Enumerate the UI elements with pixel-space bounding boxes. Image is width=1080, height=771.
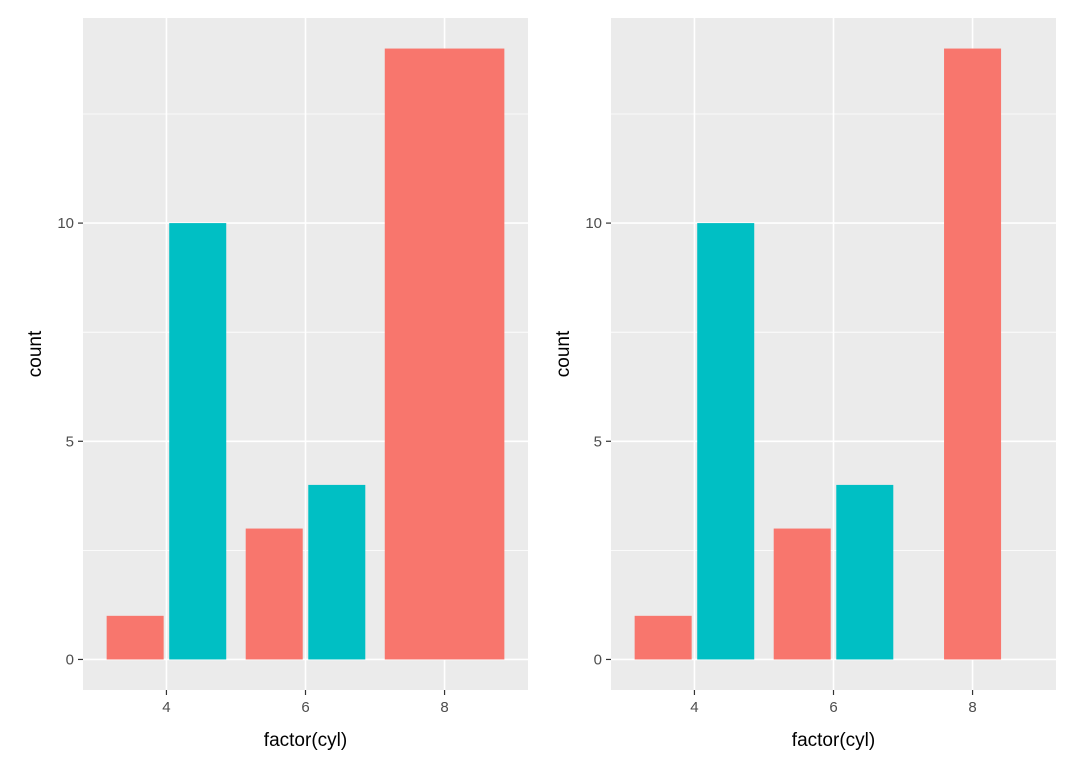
panel-right-bars (634, 48, 1002, 660)
bar-8-0 (944, 48, 1002, 660)
x-axis-title-left: factor(cyl) (264, 730, 347, 751)
y-tick-label: 5 (594, 433, 602, 450)
bar-6-0 (773, 528, 831, 660)
x-tick-label: 6 (829, 699, 837, 716)
x-tick-label: 4 (690, 699, 698, 716)
y-tick-label: 10 (57, 215, 74, 232)
y-axis-title-left: count (25, 330, 46, 377)
y-tick-label: 0 (66, 651, 74, 668)
bar-4-1 (697, 223, 755, 660)
panel-left-bars (106, 48, 505, 660)
y-tick-label: 0 (594, 651, 602, 668)
bar-4-1 (169, 223, 227, 660)
x-axis-title-right: factor(cyl) (792, 730, 875, 751)
bar-4-0 (106, 615, 164, 660)
panel-right: 0 5 10 4 6 8 factor(cyl) count (553, 18, 1056, 751)
panel-left: 0 5 10 4 6 8 factor(cyl) count (25, 18, 528, 751)
panel-right-axes: 0 5 10 4 6 8 (585, 215, 976, 716)
y-tick-label: 5 (66, 433, 74, 450)
bar-6-1 (836, 484, 894, 660)
bar-4-0 (634, 615, 692, 660)
x-tick-label: 8 (440, 699, 448, 716)
panel-left-axes: 0 5 10 4 6 8 (57, 215, 448, 716)
x-tick-label: 8 (968, 699, 976, 716)
bar-8-0 (384, 48, 505, 660)
bar-6-0 (245, 528, 303, 660)
x-tick-label: 6 (301, 699, 309, 716)
x-tick-label: 4 (162, 699, 170, 716)
y-axis-title-right: count (553, 330, 574, 377)
y-tick-label: 10 (585, 215, 602, 232)
bar-6-1 (308, 484, 366, 660)
